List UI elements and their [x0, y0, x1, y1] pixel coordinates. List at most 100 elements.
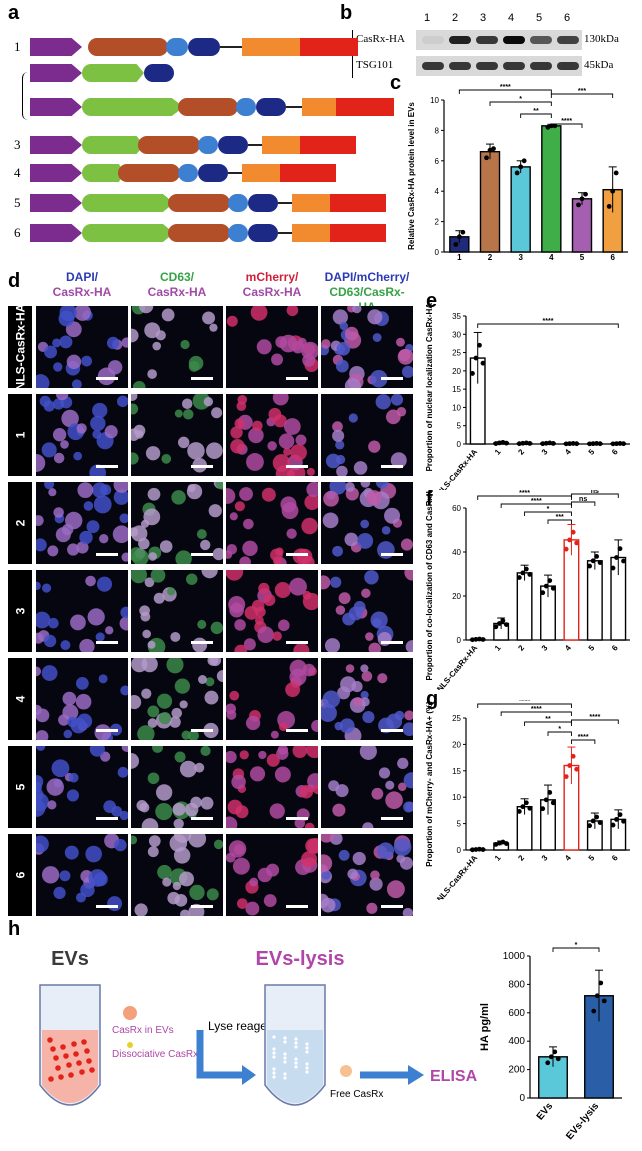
cell-shape	[141, 519, 150, 528]
micrograph	[36, 306, 128, 388]
legend-casrx-in-evs: CasRx in EVs	[112, 1025, 174, 1036]
data-point	[540, 806, 546, 812]
cell-shape	[174, 751, 186, 763]
cell-shape	[157, 864, 172, 880]
cell-shape	[396, 337, 405, 347]
cell-shape	[386, 880, 405, 899]
ev-particle	[71, 1041, 77, 1047]
significance-bracket	[550, 93, 614, 98]
lysed-particle	[294, 1041, 298, 1045]
x-tick-label: 2	[516, 643, 526, 653]
cell-shape	[121, 337, 128, 348]
cell-shape	[344, 378, 361, 388]
cell-shape	[167, 891, 180, 905]
cell-shape	[385, 791, 403, 810]
cell-shape	[85, 845, 102, 863]
significance-bracket	[570, 493, 619, 498]
significance-bracket	[458, 89, 552, 94]
cell-shape	[131, 394, 138, 402]
cell-shape	[55, 527, 71, 543]
cell-shape	[104, 425, 118, 439]
casrx-block	[138, 136, 200, 154]
data-point	[594, 993, 600, 999]
blot-band	[557, 36, 579, 44]
x-tick-label: EVs	[535, 1101, 556, 1123]
lysed-particle	[283, 1036, 287, 1040]
column-header: mCherry/CasRx-HA	[226, 270, 318, 300]
cell-shape	[378, 767, 391, 779]
micrograph-image	[131, 746, 214, 828]
bar	[586, 560, 603, 641]
scale-bar	[191, 817, 213, 820]
cell-shape	[360, 690, 369, 700]
y-tick-label: 2	[435, 218, 440, 227]
cell-shape	[226, 570, 244, 581]
column-header-line2: CasRx-HA	[147, 285, 207, 299]
data-point	[570, 753, 576, 759]
ha-tag	[198, 136, 218, 154]
bar	[571, 198, 593, 253]
cell-shape	[322, 512, 339, 529]
cell-shape	[177, 436, 190, 449]
y-tick-label: 60	[452, 504, 461, 513]
cell-shape	[159, 540, 173, 553]
cell-shape	[87, 608, 105, 626]
blot-strip	[416, 56, 582, 76]
micrograph-image	[325, 394, 407, 476]
dissociative-icon	[127, 1042, 133, 1048]
cell-shape	[280, 496, 297, 513]
cell-shape	[147, 718, 158, 728]
cell-shape	[305, 838, 318, 854]
cell-shape	[52, 338, 62, 348]
cell-shape	[60, 440, 69, 449]
cell-shape	[144, 577, 155, 588]
cell-shape	[216, 670, 223, 683]
cell-shape	[249, 766, 266, 782]
significance-label: **	[545, 716, 551, 723]
data-point	[470, 637, 475, 643]
cell-shape	[332, 309, 348, 325]
ev-particle	[73, 1051, 79, 1057]
construct-row-2b	[0, 94, 420, 120]
cell-shape	[155, 802, 173, 821]
cell-shape	[119, 616, 128, 631]
data-point	[540, 590, 546, 596]
x-tick-label: 6	[610, 253, 615, 262]
x-tick-label: 5	[587, 643, 597, 653]
significance-label: **	[533, 108, 539, 115]
cell-shape	[200, 539, 211, 551]
cell-shape	[321, 834, 335, 843]
cell-shape	[344, 326, 359, 341]
cell-shape	[353, 697, 363, 707]
lysed-particle	[272, 1075, 276, 1079]
bar	[516, 572, 533, 641]
cell-shape	[335, 440, 345, 450]
cell-shape	[66, 789, 80, 802]
cell-shape	[279, 722, 288, 732]
row-label-text: NLS-CasRx-HA	[13, 303, 27, 391]
micrograph	[226, 746, 318, 828]
data-point	[583, 191, 588, 197]
data-point	[614, 816, 619, 822]
cell-shape	[107, 360, 123, 375]
micrograph-image	[226, 659, 318, 739]
cell-shape	[332, 429, 345, 442]
cell-shape	[89, 746, 105, 757]
micrograph	[36, 658, 128, 740]
cell-shape	[139, 802, 150, 813]
data-point	[520, 440, 526, 446]
cell-shape	[174, 409, 183, 418]
significance-label: ****	[531, 498, 542, 505]
x-tick-label: NLS-CasRx-HA	[435, 643, 479, 690]
cell-shape	[381, 525, 391, 535]
scale-bar	[191, 377, 213, 380]
cell-shape	[171, 707, 183, 719]
data-point	[527, 572, 533, 577]
data-point	[597, 560, 603, 565]
cell-shape	[47, 800, 57, 810]
data-point	[574, 441, 580, 447]
cell-shape	[235, 805, 249, 819]
data-point	[516, 575, 522, 580]
micrograph-image	[321, 306, 413, 388]
cell-shape	[132, 549, 149, 564]
